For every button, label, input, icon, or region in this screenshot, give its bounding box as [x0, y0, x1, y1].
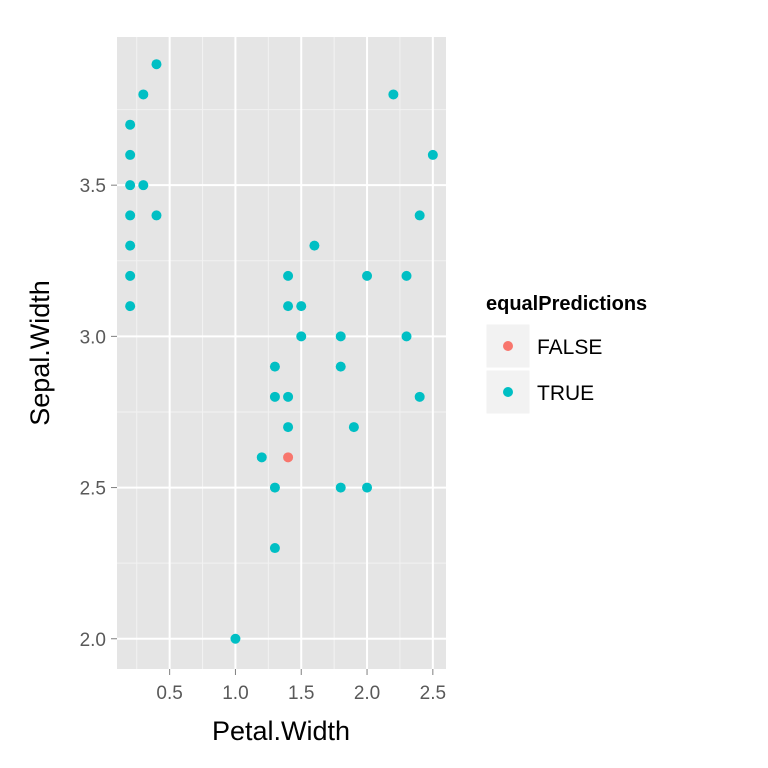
- point-true: [151, 59, 162, 70]
- point-true: [125, 240, 136, 251]
- point-true: [335, 482, 346, 493]
- y-tick-label: 3.0: [80, 327, 106, 348]
- plot-panel: [117, 37, 446, 669]
- legend-entry-false: FALSE: [485, 323, 602, 369]
- x-tick-label: 2.0: [354, 683, 380, 704]
- point-true: [414, 210, 425, 221]
- legend-label-false: FALSE: [537, 336, 602, 359]
- point-true: [362, 482, 373, 493]
- point-true: [269, 391, 280, 402]
- point-true: [335, 331, 346, 342]
- point-true: [269, 361, 280, 372]
- point-true: [269, 482, 280, 493]
- point-true: [335, 361, 346, 372]
- minor-gridlines: [117, 37, 446, 669]
- point-true: [125, 149, 136, 160]
- legend-entry-true: TRUE: [485, 369, 594, 415]
- x-axis-ticks: 0.5 1.0 1.5 2.0 2.5: [156, 669, 446, 704]
- data-points: [125, 59, 438, 644]
- point-true: [296, 331, 307, 342]
- point-true: [401, 331, 412, 342]
- point-true: [125, 180, 136, 191]
- legend-swatch-false: [503, 341, 513, 351]
- y-axis-ticks: 2.0 2.5 3.0 3.5: [80, 176, 117, 651]
- x-axis-title: Petal.Width: [212, 716, 350, 746]
- point-true: [125, 119, 136, 130]
- point-true: [269, 543, 280, 554]
- point-true: [401, 270, 412, 281]
- legend-swatch-true: [503, 387, 513, 397]
- x-tick-label: 2.5: [420, 683, 446, 704]
- point-true: [283, 301, 294, 312]
- point-true: [388, 89, 399, 100]
- point-true: [230, 633, 241, 644]
- point-true: [138, 89, 149, 100]
- y-tick-label: 3.5: [80, 176, 106, 197]
- point-true: [125, 210, 136, 221]
- legend: equalPredictions FALSE TRUE: [485, 293, 647, 415]
- y-axis-title: Sepal.Width: [25, 280, 55, 426]
- point-true: [125, 270, 136, 281]
- y-tick-label: 2.0: [80, 630, 106, 651]
- point-true: [309, 240, 320, 251]
- point-true: [414, 391, 425, 402]
- point-true: [362, 270, 373, 281]
- y-tick-label: 2.5: [80, 479, 106, 500]
- x-tick-label: 1.5: [288, 683, 314, 704]
- point-true: [296, 301, 307, 312]
- point-true: [348, 422, 359, 433]
- point-true: [427, 149, 438, 160]
- point-true: [283, 422, 294, 433]
- point-true: [256, 452, 267, 463]
- point-false: [283, 452, 294, 463]
- point-true: [138, 180, 149, 191]
- legend-label-true: TRUE: [537, 382, 594, 405]
- point-true: [283, 270, 294, 281]
- x-tick-label: 0.5: [156, 683, 182, 704]
- x-tick-label: 1.0: [222, 683, 248, 704]
- point-true: [125, 301, 136, 312]
- major-gridlines: [117, 37, 446, 669]
- point-true: [151, 210, 162, 221]
- legend-title: equalPredictions: [486, 293, 647, 315]
- point-true: [283, 391, 294, 402]
